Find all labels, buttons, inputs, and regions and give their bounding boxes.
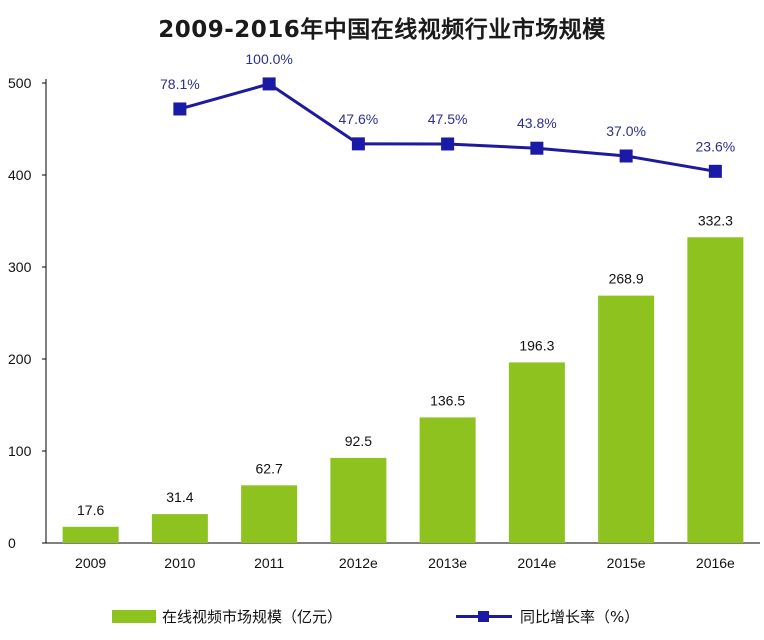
x-tick-label: 2011 [254, 555, 284, 571]
x-tick-label: 2014e [517, 555, 556, 571]
growth-marker [441, 137, 455, 151]
x-tick-label: 2010 [164, 555, 195, 571]
x-tick-label: 2009 [75, 555, 106, 571]
growth-value-label: 37.0% [606, 123, 646, 139]
bar [419, 417, 476, 543]
legend-bar-swatch [112, 610, 156, 623]
bar-value-label: 196.3 [519, 337, 554, 353]
y-tick-label: 100 [8, 443, 32, 459]
growth-marker [351, 137, 365, 151]
y-axis: 0 100 200 300 400 500 [8, 75, 47, 551]
growth-value-label: 43.8% [517, 115, 557, 131]
chart-title: 2009-2016年中国在线视频行业市场规模 [158, 17, 606, 43]
bar-value-label: 332.3 [698, 212, 733, 228]
growth-value-label: 100.0% [245, 51, 292, 67]
bar-value-label: 31.4 [166, 489, 193, 505]
bar [330, 457, 387, 543]
legend-line-swatch [456, 610, 512, 623]
growth-line-series [173, 77, 722, 178]
x-tick-label: 2016e [696, 555, 735, 571]
bar-value-label: 136.5 [430, 392, 465, 408]
bar-value-label: 17.6 [77, 502, 104, 518]
x-axis: 2009 2010 2011 2012e 2013e 2014e 2015e 2016e [46, 542, 760, 571]
y-tick-label: 0 [8, 535, 16, 551]
growth-value-label: 47.5% [428, 111, 468, 127]
x-tick-label: 2013e [428, 555, 467, 571]
growth-marker [619, 149, 633, 163]
y-tick-label: 300 [8, 259, 32, 275]
growth-value-labels: 78.1% 100.0% 47.6% 47.5% 43.8% 37.0% 23.6% [160, 51, 735, 154]
x-tick-label: 2012e [339, 555, 378, 571]
legend-line-label: 同比增长率（%） [520, 608, 640, 626]
bar [687, 237, 744, 543]
y-tick-label: 400 [8, 167, 32, 183]
growth-marker [173, 102, 187, 116]
growth-value-label: 47.6% [339, 111, 379, 127]
bar [151, 514, 208, 543]
growth-marker [262, 77, 276, 91]
bar [508, 362, 565, 543]
bar-value-label: 268.9 [609, 271, 644, 287]
legend-bar-label: 在线视频市场规模（亿元） [162, 608, 343, 626]
bar [241, 485, 298, 543]
bar [598, 295, 655, 543]
growth-value-label: 23.6% [696, 138, 736, 154]
legend-item-market-size: 在线视频市场规模（亿元） [112, 606, 342, 627]
bar-series [62, 237, 744, 543]
bar [62, 526, 119, 543]
growth-marker [530, 141, 544, 155]
growth-marker [708, 164, 722, 178]
bar-value-label: 62.7 [256, 460, 283, 476]
bar-value-label: 92.5 [345, 433, 372, 449]
bar-value-labels: 17.6 31.4 62.7 92.5 136.5 196.3 268.9 332.3 [77, 212, 733, 518]
y-tick-label: 200 [8, 351, 32, 367]
growth-value-label: 78.1% [160, 76, 200, 92]
y-tick-label: 500 [8, 75, 32, 91]
legend-item-growth-rate: 同比增长率（%） [456, 606, 639, 627]
x-tick-label: 2015e [607, 555, 646, 571]
